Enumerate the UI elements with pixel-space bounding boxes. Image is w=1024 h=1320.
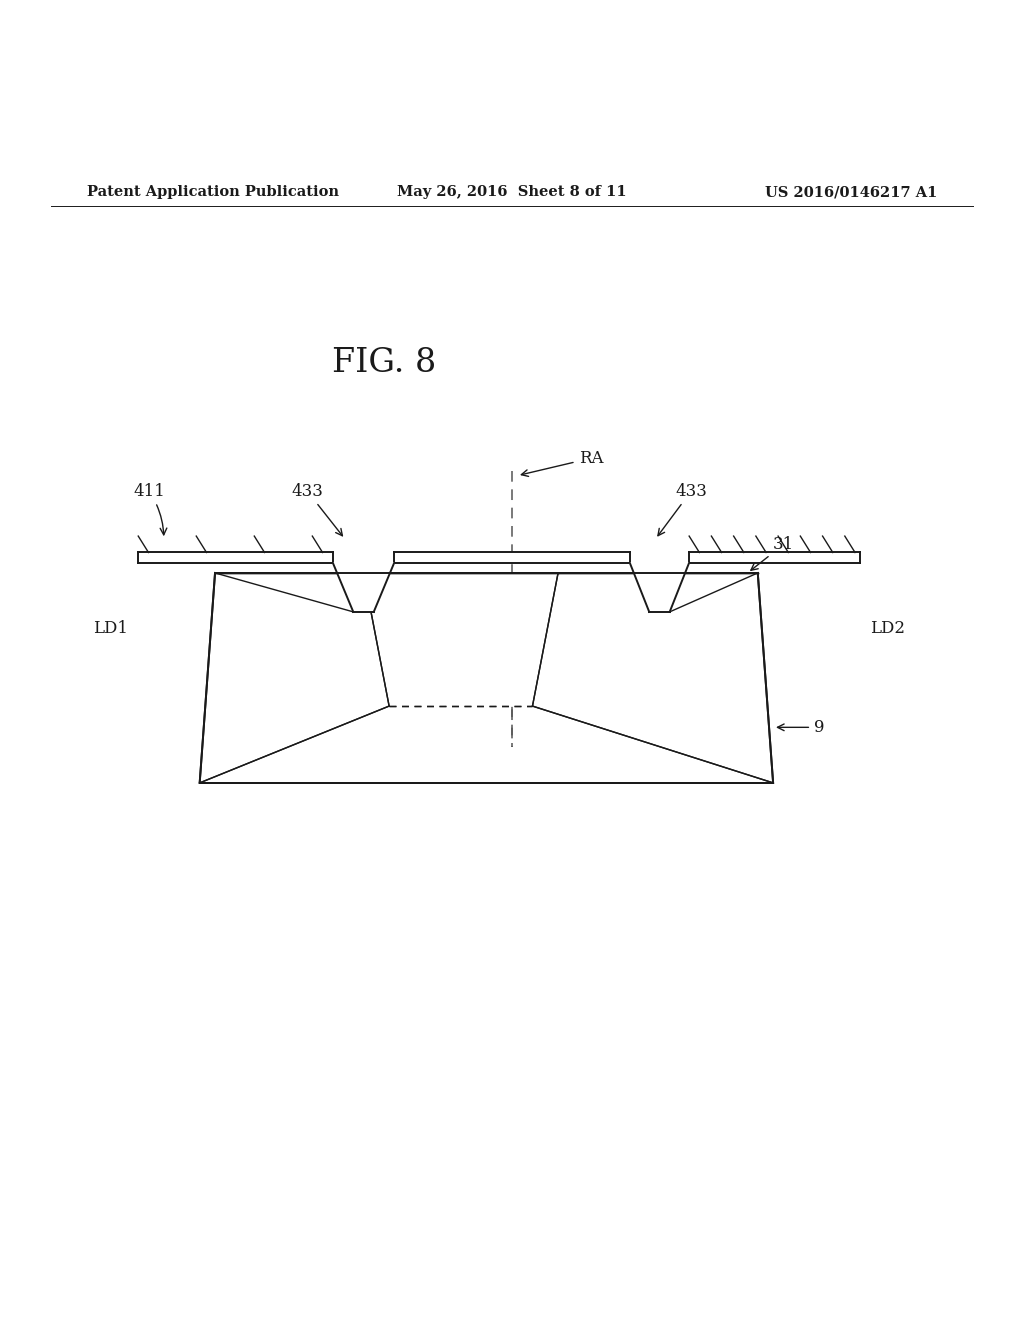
Text: LD2: LD2 [870,620,905,636]
Text: 411: 411 [133,483,167,535]
Polygon shape [364,573,558,706]
Text: RA: RA [521,450,603,477]
Text: FIG. 8: FIG. 8 [332,347,436,379]
Polygon shape [138,553,333,562]
Polygon shape [333,562,394,612]
Text: US 2016/0146217 A1: US 2016/0146217 A1 [765,185,937,199]
Text: 9: 9 [777,719,824,735]
Polygon shape [630,562,689,612]
Polygon shape [200,573,389,783]
Polygon shape [689,553,860,562]
Text: LD1: LD1 [93,620,128,636]
Text: 433: 433 [291,483,342,536]
Polygon shape [532,573,773,783]
Text: May 26, 2016  Sheet 8 of 11: May 26, 2016 Sheet 8 of 11 [397,185,627,199]
Text: 433: 433 [658,483,708,536]
Text: Patent Application Publication: Patent Application Publication [87,185,339,199]
Text: 31: 31 [751,536,795,570]
Polygon shape [394,553,630,562]
